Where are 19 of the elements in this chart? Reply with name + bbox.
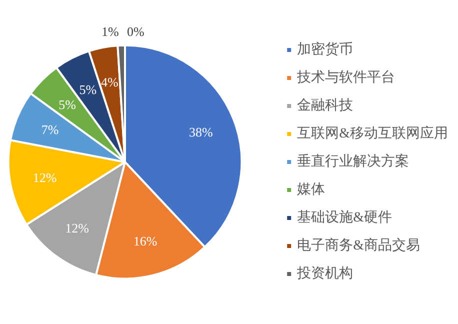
data-label: 4% [101, 74, 119, 90]
data-label: 16% [133, 234, 158, 249]
legend-label: 基础设施&硬件 [297, 210, 392, 226]
legend-label: 金融科技 [297, 98, 354, 114]
data-label: 7% [41, 122, 59, 138]
data-label: 5% [79, 82, 97, 97]
text: 0% [126, 24, 144, 39]
legend-label: 电子商务&商品交易 [297, 238, 420, 254]
legend-label: 技术与软件平台 [296, 70, 396, 86]
data-label: 12% [32, 170, 57, 185]
legend-label: 投资机构 [296, 266, 354, 282]
data-label: 5% [58, 96, 76, 112]
data-label: 38% [188, 124, 213, 140]
legend-label: 加密货币 [297, 42, 354, 58]
legend-label: 媒体 [297, 182, 326, 198]
legend-label: 互联网&移动互联网应用 [297, 126, 448, 142]
data-label: 12% [65, 220, 90, 236]
data-label: 1% [102, 24, 120, 39]
legend-label: 垂直行业解决方案 [297, 152, 410, 170]
